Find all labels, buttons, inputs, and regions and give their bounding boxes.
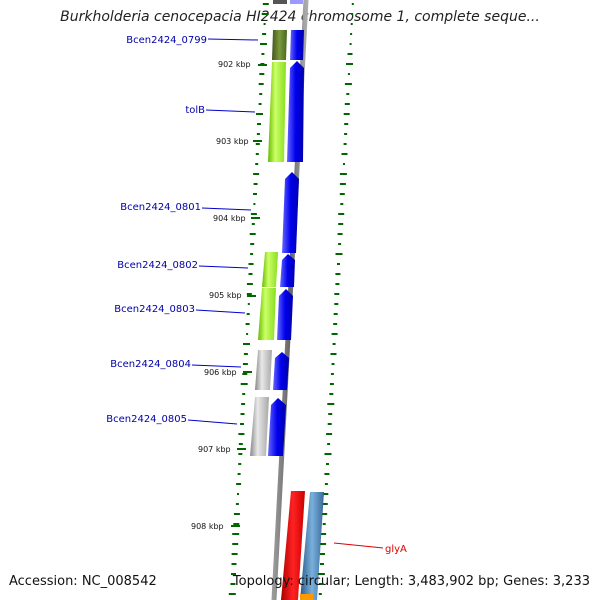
cog-block-top — [273, 0, 287, 4]
gene-label-0803[interactable]: Bcen2424_0803 — [114, 304, 195, 315]
cds-arrow-0805[interactable] — [268, 398, 286, 456]
gc-content-track — [228, 3, 354, 595]
gene-label-tolB[interactable]: tolB — [185, 105, 205, 116]
leader-line-0805 — [187, 419, 238, 425]
leader-line-glyA — [333, 542, 384, 549]
cds-block-glyA-orange — [300, 594, 313, 600]
tick-label-906: 906 kbp — [204, 368, 237, 377]
map-title: Burkholderia cenocepacia HI2424 chromoso… — [60, 9, 540, 25]
cds-arrow-0803[interactable] — [277, 289, 293, 340]
tick-label-904: 904 kbp — [213, 214, 246, 223]
leader-line-0803 — [195, 309, 246, 314]
cds-arrow-0802[interactable] — [280, 254, 295, 287]
topology-text: Topology: circular; Length: 3,483,902 bp… — [232, 574, 590, 589]
cog-block-glyA-red — [281, 491, 305, 600]
cog-block-0802 — [262, 252, 278, 287]
cog-block-0803 — [258, 288, 276, 340]
cog-block-0804 — [255, 350, 272, 390]
leader-line-tolB — [205, 109, 256, 113]
gene-label-glyA[interactable]: glyA — [385, 544, 407, 555]
tick-label-908: 908 kbp — [191, 522, 224, 531]
cog-block-0799 — [272, 30, 287, 60]
scale-ticks — [231, 64, 267, 527]
gene-label-0801[interactable]: Bcen2424_0801 — [120, 202, 201, 213]
gene-label-0805[interactable]: Bcen2424_0805 — [106, 414, 187, 425]
cds-arrow-0801[interactable] — [282, 172, 299, 253]
cog-block-tolB — [268, 62, 286, 162]
cds-block-top — [290, 0, 303, 4]
cds-arrow-0799[interactable] — [290, 30, 304, 60]
tick-label-907: 907 kbp — [198, 445, 231, 454]
cds-arrow-tolB[interactable] — [287, 61, 304, 162]
cog-block-0805 — [250, 397, 269, 456]
gene-label-0802[interactable]: Bcen2424_0802 — [117, 260, 198, 271]
gene-label-0799[interactable]: Bcen2424_0799 — [126, 35, 207, 46]
cds-arrow-0804[interactable] — [273, 352, 289, 390]
gene-label-0804[interactable]: Bcen2424_0804 — [110, 359, 191, 370]
tick-label-905: 905 kbp — [209, 291, 242, 300]
leader-line-0802 — [198, 265, 249, 269]
leader-line-0801 — [201, 207, 252, 211]
tick-label-902: 902 kbp — [218, 60, 251, 69]
accession-text: Accession: NC_008542 — [9, 574, 157, 589]
leader-line-0804 — [191, 364, 242, 368]
tick-label-903: 903 kbp — [216, 137, 249, 146]
leader-line-0799 — [207, 38, 259, 41]
